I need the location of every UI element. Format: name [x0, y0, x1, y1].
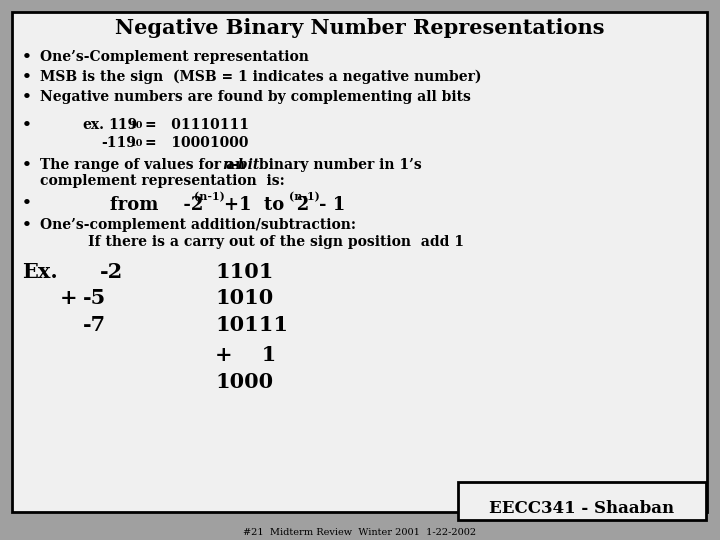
Text: •: • [22, 50, 32, 64]
Text: from    -2: from -2 [110, 196, 203, 214]
Text: +    1: + 1 [215, 345, 276, 365]
Text: #21  Midterm Review  Winter 2001  1-22-2002: #21 Midterm Review Winter 2001 1-22-2002 [243, 528, 477, 537]
Text: •: • [22, 70, 32, 84]
Text: Negative numbers are found by complementing all bits: Negative numbers are found by complement… [40, 90, 471, 104]
Text: One’s-Complement representation: One’s-Complement representation [40, 50, 309, 64]
Text: 119: 119 [108, 118, 137, 132]
Text: •: • [22, 218, 32, 232]
Text: 10: 10 [130, 139, 143, 148]
Text: MSB is the sign  (MSB = 1 indicates a negative number): MSB is the sign (MSB = 1 indicates a neg… [40, 70, 482, 84]
Text: -5: -5 [83, 288, 107, 308]
Text: One’s-complement addition/subtraction:: One’s-complement addition/subtraction: [40, 218, 356, 232]
Text: The range of values for an: The range of values for an [40, 158, 250, 172]
Text: 1010: 1010 [215, 288, 274, 308]
Text: - 1: - 1 [319, 196, 346, 214]
Text: -119: -119 [101, 136, 136, 150]
Text: Ex.: Ex. [22, 262, 58, 282]
Text: (n-1): (n-1) [194, 191, 225, 202]
Text: -7: -7 [83, 315, 106, 335]
Text: Negative Binary Number Representations: Negative Binary Number Representations [115, 18, 605, 38]
Text: 1000: 1000 [215, 372, 273, 392]
Text: =   01110111: = 01110111 [145, 118, 249, 132]
Text: 10: 10 [130, 121, 143, 130]
Text: •: • [22, 196, 32, 210]
Text: +1  to  2: +1 to 2 [224, 196, 310, 214]
Text: 10111: 10111 [215, 315, 288, 335]
Text: EECC341 - Shaaban: EECC341 - Shaaban [490, 500, 675, 517]
Text: 1101: 1101 [215, 262, 274, 282]
Text: •: • [22, 90, 32, 104]
Text: +: + [60, 288, 78, 308]
Text: =   10001000: = 10001000 [145, 136, 248, 150]
Text: •: • [22, 118, 32, 132]
Text: binary number in 1’s: binary number in 1’s [254, 158, 422, 172]
Text: n-bit: n-bit [222, 158, 259, 172]
Text: If there is a carry out of the sign position  add 1: If there is a carry out of the sign posi… [88, 235, 464, 249]
Text: complement representation  is:: complement representation is: [40, 174, 284, 188]
Text: •: • [22, 158, 32, 172]
Text: -2: -2 [100, 262, 123, 282]
Text: (n-1): (n-1) [289, 191, 320, 202]
Text: ex.: ex. [82, 118, 104, 132]
